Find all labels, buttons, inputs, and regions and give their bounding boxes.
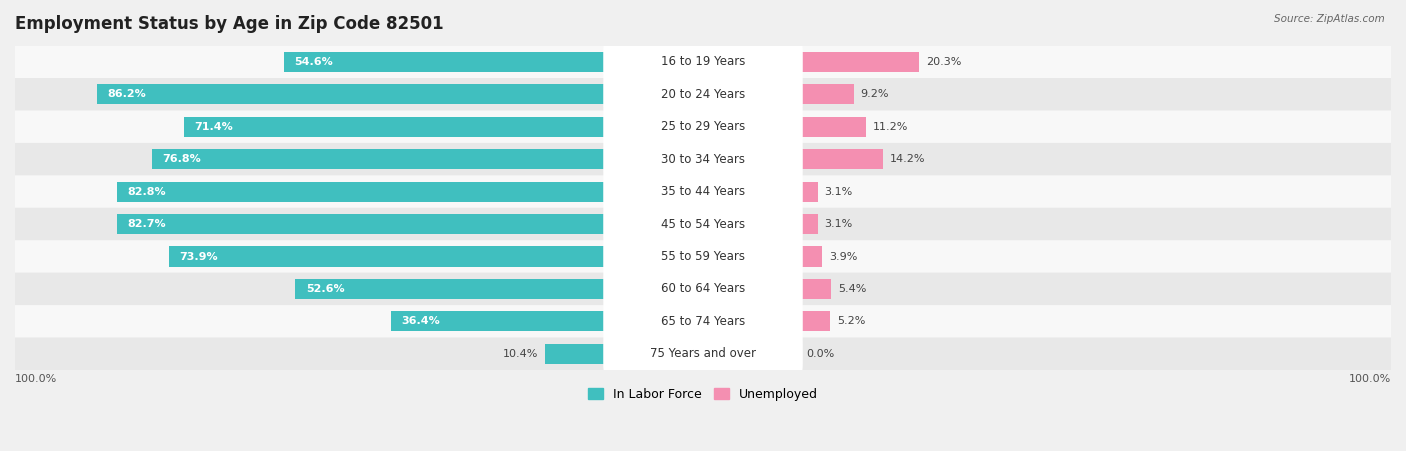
Bar	[800, 84, 853, 104]
Text: 65 to 74 Years: 65 to 74 Years	[661, 315, 745, 328]
FancyBboxPatch shape	[603, 232, 803, 281]
Bar	[284, 52, 606, 72]
Text: 52.6%: 52.6%	[305, 284, 344, 294]
Text: Source: ZipAtlas.com: Source: ZipAtlas.com	[1274, 14, 1385, 23]
Text: 20.3%: 20.3%	[927, 57, 962, 67]
FancyBboxPatch shape	[15, 305, 1391, 338]
FancyBboxPatch shape	[603, 264, 803, 314]
Bar	[800, 182, 818, 202]
Bar	[97, 84, 606, 104]
FancyBboxPatch shape	[603, 69, 803, 119]
Text: 75 Years and over: 75 Years and over	[650, 347, 756, 360]
Text: 82.7%: 82.7%	[128, 219, 166, 229]
Text: 3.9%: 3.9%	[830, 252, 858, 262]
Bar	[117, 182, 606, 202]
Bar	[800, 52, 920, 72]
Text: 76.8%: 76.8%	[163, 154, 201, 164]
FancyBboxPatch shape	[603, 167, 803, 216]
Text: 35 to 44 Years: 35 to 44 Years	[661, 185, 745, 198]
FancyBboxPatch shape	[15, 78, 1391, 110]
FancyBboxPatch shape	[603, 329, 803, 378]
Bar	[546, 344, 606, 364]
FancyBboxPatch shape	[15, 46, 1391, 78]
Text: 14.2%: 14.2%	[890, 154, 925, 164]
Text: 71.4%: 71.4%	[194, 122, 233, 132]
Text: 0.0%: 0.0%	[806, 349, 834, 359]
Text: 11.2%: 11.2%	[873, 122, 908, 132]
Text: 55 to 59 Years: 55 to 59 Years	[661, 250, 745, 263]
Text: 5.2%: 5.2%	[837, 317, 865, 327]
Text: 73.9%: 73.9%	[180, 252, 218, 262]
Bar	[800, 214, 818, 234]
Text: 10.4%: 10.4%	[503, 349, 538, 359]
Text: 16 to 19 Years: 16 to 19 Years	[661, 55, 745, 69]
Text: 5.4%: 5.4%	[838, 284, 866, 294]
Text: 36.4%: 36.4%	[402, 317, 440, 327]
Legend: In Labor Force, Unemployed: In Labor Force, Unemployed	[583, 383, 823, 406]
Bar	[184, 117, 606, 137]
Bar	[295, 279, 606, 299]
Text: 20 to 24 Years: 20 to 24 Years	[661, 88, 745, 101]
Bar	[800, 279, 831, 299]
FancyBboxPatch shape	[15, 240, 1391, 273]
FancyBboxPatch shape	[15, 208, 1391, 240]
Text: 100.0%: 100.0%	[15, 374, 58, 384]
Text: 9.2%: 9.2%	[860, 89, 889, 99]
Text: 60 to 64 Years: 60 to 64 Years	[661, 282, 745, 295]
Text: 86.2%: 86.2%	[107, 89, 146, 99]
Bar	[170, 246, 606, 267]
FancyBboxPatch shape	[15, 143, 1391, 175]
Text: 54.6%: 54.6%	[294, 57, 333, 67]
Text: 45 to 54 Years: 45 to 54 Years	[661, 217, 745, 230]
Bar	[391, 311, 606, 331]
Text: 25 to 29 Years: 25 to 29 Years	[661, 120, 745, 133]
Text: 82.8%: 82.8%	[127, 187, 166, 197]
Text: Employment Status by Age in Zip Code 82501: Employment Status by Age in Zip Code 825…	[15, 15, 444, 33]
FancyBboxPatch shape	[603, 102, 803, 152]
FancyBboxPatch shape	[603, 297, 803, 346]
FancyBboxPatch shape	[15, 273, 1391, 305]
Bar	[152, 149, 606, 169]
Bar	[800, 246, 823, 267]
Bar	[117, 214, 606, 234]
FancyBboxPatch shape	[603, 37, 803, 87]
Text: 3.1%: 3.1%	[824, 187, 853, 197]
Bar	[800, 149, 883, 169]
FancyBboxPatch shape	[15, 175, 1391, 208]
FancyBboxPatch shape	[15, 110, 1391, 143]
FancyBboxPatch shape	[603, 134, 803, 184]
Text: 3.1%: 3.1%	[824, 219, 853, 229]
Bar	[800, 117, 866, 137]
FancyBboxPatch shape	[603, 199, 803, 249]
Bar	[800, 311, 830, 331]
FancyBboxPatch shape	[15, 338, 1391, 370]
Text: 30 to 34 Years: 30 to 34 Years	[661, 153, 745, 166]
Text: 100.0%: 100.0%	[1348, 374, 1391, 384]
